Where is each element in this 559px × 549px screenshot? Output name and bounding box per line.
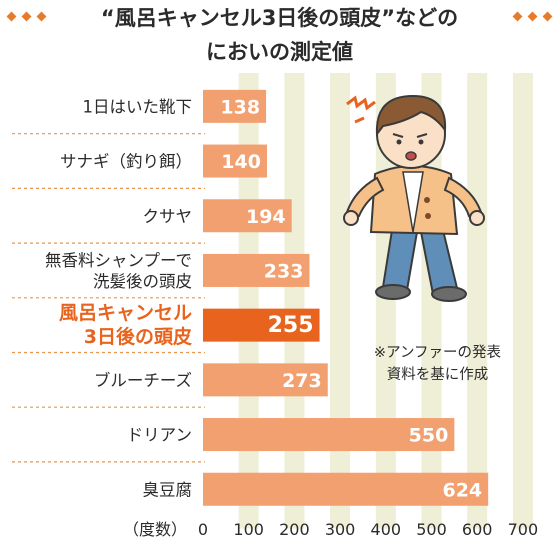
bar-0	[203, 89, 267, 123]
child-mouth	[405, 151, 417, 161]
x-tick-label-6: 600	[462, 520, 493, 539]
category-label-0-0: 1日はいた靴下	[83, 97, 193, 116]
child-arm-right	[443, 176, 483, 218]
x-tick-label-0: 0	[198, 520, 208, 539]
child-shirt	[402, 171, 424, 233]
source-note-line-1: ※アンファーの発表	[373, 345, 502, 361]
bar-7	[203, 472, 489, 506]
stress-mark-icon	[354, 116, 365, 124]
category-label-4-1: 3日後の頭皮	[84, 325, 192, 348]
category-label-5-0: ブルーチーズ	[94, 370, 192, 390]
x-tick-label-1: 100	[233, 520, 264, 539]
category-label-6-0: ドリアン	[127, 426, 192, 445]
bar-1	[203, 144, 267, 178]
category-label-1-0: サナギ（釣り餌）	[60, 152, 192, 171]
source-note: ※アンファーの発表 資料を基に作成	[345, 342, 530, 386]
source-note-line-2: 資料を基に作成	[386, 367, 489, 383]
cardigan-button	[425, 213, 431, 219]
grid-stripe	[284, 73, 305, 529]
child-hand-right	[469, 210, 485, 226]
x-tick-label-7: 700	[508, 520, 539, 539]
value-label-0: 138	[220, 96, 260, 118]
chart-title-area: “風呂キャンセル3日後の頭皮”などの においの測定値	[0, 0, 559, 80]
category-label-3-1: 洗髪後の頭皮	[93, 272, 192, 291]
stress-mark-icon	[346, 95, 376, 111]
chart-title-line-1: “風呂キャンセル3日後の頭皮”などの	[100, 6, 459, 30]
child-shoe-right	[431, 286, 467, 302]
child-brow-left	[392, 133, 404, 138]
x-tick-label-4: 400	[371, 520, 402, 539]
chart-title-line-2: においの測定値	[206, 40, 353, 64]
value-label-1: 140	[221, 151, 261, 173]
cardigan-button	[424, 197, 430, 203]
child-shoe-left	[375, 284, 411, 300]
x-tick-label-3: 300	[325, 520, 356, 539]
chart-bars	[203, 89, 489, 506]
value-label-7: 624	[442, 479, 482, 501]
category-label-4-0: 風呂キャンセル	[59, 302, 192, 324]
x-axis-unit-label: （度数）	[123, 520, 187, 539]
child-hair	[375, 94, 447, 137]
value-label-3: 233	[264, 260, 304, 282]
grid-stripe	[467, 73, 488, 529]
value-label-2: 194	[246, 206, 286, 228]
bar-3	[203, 253, 310, 287]
bar-6	[203, 418, 455, 452]
value-label-5: 273	[282, 370, 322, 392]
child-eye-right	[418, 139, 424, 145]
bar-5	[203, 363, 328, 397]
value-labels: 138 140 194 233 255 273 550 624	[220, 96, 482, 501]
category-label-2-0: クサヤ	[143, 207, 193, 226]
category-label-7-0: 臭豆腐	[143, 480, 193, 499]
bar-4	[203, 308, 320, 342]
bar-2	[203, 199, 292, 233]
child-brow-right	[416, 133, 428, 138]
grid-stripe	[330, 73, 351, 529]
row-separators	[12, 133, 205, 463]
x-tick-label-2: 200	[279, 520, 310, 539]
child-arm-left	[345, 176, 385, 218]
worried-child-illustration	[343, 94, 485, 302]
x-axis-ticks: 0 100 200 300 400 500 600 700	[198, 520, 538, 539]
grid-stripe	[512, 73, 533, 529]
value-label-4: 255	[268, 313, 314, 338]
child-hand-left	[343, 210, 359, 226]
grid-stripe	[238, 73, 259, 529]
category-label-3-0: 無香料シャンプーで	[45, 251, 192, 270]
x-tick-label-5: 500	[416, 520, 447, 539]
child-eye-left	[396, 139, 402, 145]
value-label-6: 550	[409, 425, 449, 447]
